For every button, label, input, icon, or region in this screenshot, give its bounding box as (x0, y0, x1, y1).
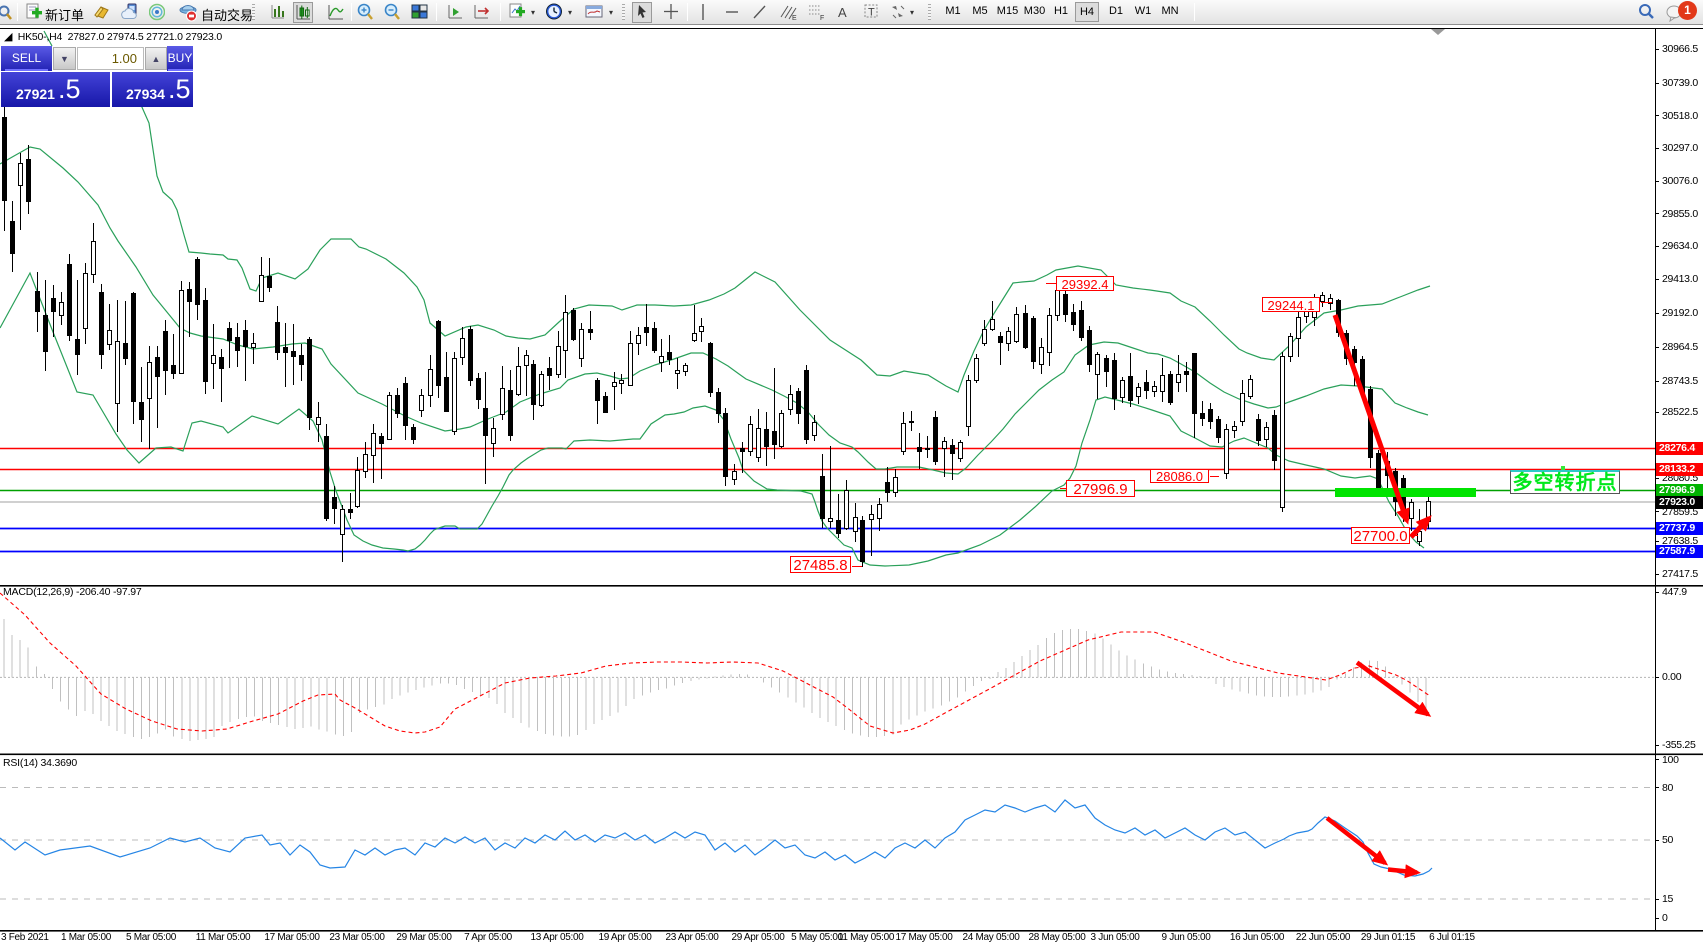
svg-text:T: T (868, 7, 875, 19)
svg-text:E: E (792, 15, 797, 22)
svg-text:F: F (820, 15, 824, 22)
